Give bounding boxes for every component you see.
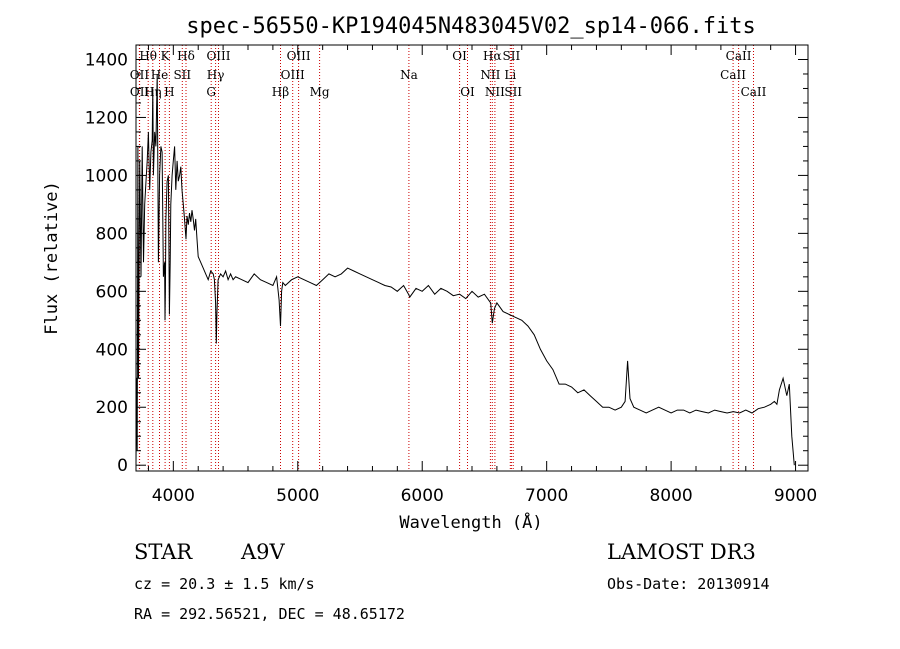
- y-tick-label: 1400: [85, 50, 128, 70]
- x-axis-label: Wavelength (Å): [399, 511, 542, 533]
- y-tick-label: 1000: [85, 166, 128, 186]
- line-label: G: [206, 85, 216, 99]
- line-label: Na: [400, 68, 418, 82]
- line-label: K: [161, 49, 171, 63]
- line-label: OI: [460, 85, 475, 99]
- x-tick-label: 6000: [401, 486, 444, 506]
- line-label: CaII: [741, 85, 767, 99]
- y-tick-label: 600: [96, 282, 128, 302]
- line-label: CaII: [726, 49, 752, 63]
- line-label: Mg: [310, 85, 330, 99]
- line-label: Hγ: [207, 68, 225, 82]
- object-class: STAR: [134, 540, 193, 564]
- line-label: H: [164, 85, 174, 99]
- line-label: CaII: [720, 68, 746, 82]
- line-label: Hθ: [139, 49, 157, 63]
- spectral-line-markers: [138, 45, 754, 471]
- chart-title: spec-56550-KP194045N483045V02_sp14-066.f…: [186, 14, 756, 39]
- line-label: SII: [504, 85, 522, 99]
- y-tick-label: 0: [117, 456, 128, 476]
- survey-name: LAMOST DR3: [607, 540, 756, 564]
- line-label: He: [151, 68, 169, 82]
- obs-date: Obs-Date: 20130914: [607, 575, 770, 593]
- y-axis-ticks: 0 200 400 600 800 1000 1200 1400: [85, 50, 808, 476]
- y-tick-label: 400: [96, 340, 128, 360]
- y-tick-label: 200: [96, 398, 128, 418]
- x-tick-label: 8000: [649, 486, 692, 506]
- line-label: SII: [173, 68, 191, 82]
- x-axis-ticks: 4000 5000 6000 7000 8000 9000: [147, 45, 817, 506]
- redshift-text: cz = 20.3 ± 1.5 km/s: [134, 575, 315, 593]
- line-label: OII: [130, 85, 150, 99]
- spectrum-series-line: [135, 73, 795, 466]
- line-label: OIII: [287, 49, 311, 63]
- x-tick-label: 9000: [774, 486, 817, 506]
- line-label: Hα: [483, 49, 502, 63]
- x-tick-label: 4000: [152, 486, 195, 506]
- x-tick-label: 7000: [525, 486, 568, 506]
- object-subclass: A9V: [240, 540, 286, 564]
- line-label: NII: [485, 85, 505, 99]
- line-label: OIII: [281, 68, 305, 82]
- y-tick-label: 1200: [85, 108, 128, 128]
- coordinates: RA = 292.56521, DEC = 48.65172: [134, 605, 405, 623]
- line-label: NII: [480, 68, 500, 82]
- y-tick-label: 800: [96, 224, 128, 244]
- line-label: Hβ: [272, 85, 289, 99]
- line-label: OII: [130, 68, 150, 82]
- x-tick-label: 5000: [276, 486, 319, 506]
- y-axis-label: Flux (relative): [42, 181, 62, 335]
- line-label: Hδ: [177, 49, 195, 63]
- line-label: OIII: [206, 49, 230, 63]
- line-label: Li: [504, 68, 516, 82]
- line-label: SII: [503, 49, 521, 63]
- line-label: OI: [452, 49, 467, 63]
- plot-frame: [135, 44, 809, 472]
